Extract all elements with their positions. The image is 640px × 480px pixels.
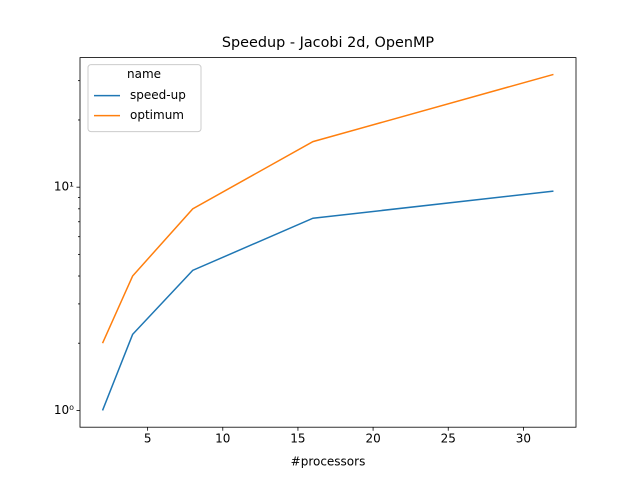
y-tick-label: 10¹ — [54, 180, 74, 194]
series-line — [101, 190, 554, 411]
x-tick-label: 10 — [215, 432, 230, 446]
x-tick-label: 15 — [290, 432, 305, 446]
plot-frame — [79, 57, 577, 428]
x-axis-label: #processors — [291, 455, 366, 469]
chart-title: Speedup - Jacobi 2d, OpenMP — [222, 35, 434, 51]
x-tick-label: 5 — [144, 432, 152, 446]
legend-title: name — [127, 67, 161, 81]
y-tick-label: 10⁰ — [54, 403, 74, 417]
legend-label: optimum — [130, 108, 184, 122]
x-tick-label: 25 — [441, 432, 456, 446]
series-line — [101, 73, 554, 344]
legend-label: speed-up — [130, 88, 186, 102]
x-tick-label: 30 — [516, 432, 531, 446]
x-tick-label: 20 — [365, 432, 380, 446]
